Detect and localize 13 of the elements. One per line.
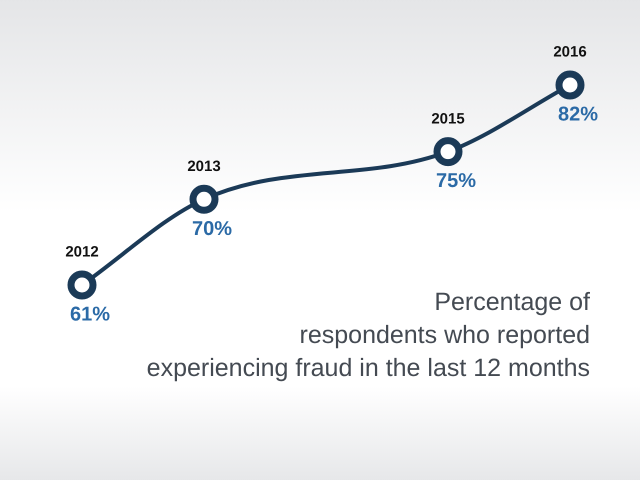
point <box>556 70 584 100</box>
x-tick-label: 2016 <box>553 44 587 61</box>
x-tick-label: 2013 <box>187 158 221 175</box>
point <box>190 184 218 214</box>
data-label: 61% <box>70 304 110 326</box>
data-label: 70% <box>192 218 232 240</box>
data-label: 75% <box>436 170 476 192</box>
text: Percentage of respondents who reported experiencing fraud in the last 12 months <box>146 288 590 382</box>
data-label: 82% <box>558 104 598 126</box>
point <box>434 137 462 166</box>
x-tick-label: 2012 <box>65 244 99 261</box>
point <box>68 270 96 300</box>
x-tick-label: 2015 <box>431 110 465 128</box>
